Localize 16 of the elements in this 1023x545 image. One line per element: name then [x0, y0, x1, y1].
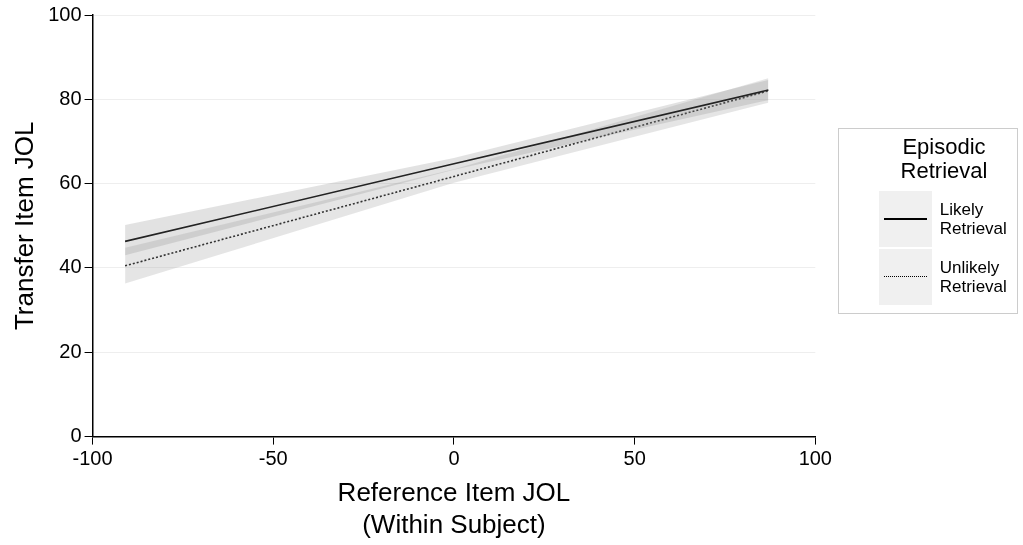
- y-tick-label: 20: [59, 339, 82, 362]
- legend-title: Episodic Retrieval: [899, 134, 989, 183]
- x-axis-title: Reference Item JOL (Within Subject): [337, 477, 571, 539]
- legend-label: Unlikely Retrieval: [939, 258, 1008, 296]
- legend-label: Likely Retrieval: [939, 200, 1008, 238]
- y-tick-label: 40: [59, 255, 82, 278]
- x-tick-label: 100: [798, 447, 832, 470]
- y-tick-label: 60: [59, 171, 82, 194]
- y-axis-title: Transfer Item JOL: [8, 121, 39, 331]
- x-tick-label: -100: [72, 447, 113, 470]
- y-tick-label: 0: [70, 424, 82, 447]
- y-tick-label: 80: [59, 86, 82, 109]
- x-tick-label: 50: [623, 447, 646, 470]
- x-tick-label: 0: [448, 447, 460, 470]
- x-tick-label: -50: [258, 447, 288, 470]
- y-tick-label: 100: [48, 2, 82, 25]
